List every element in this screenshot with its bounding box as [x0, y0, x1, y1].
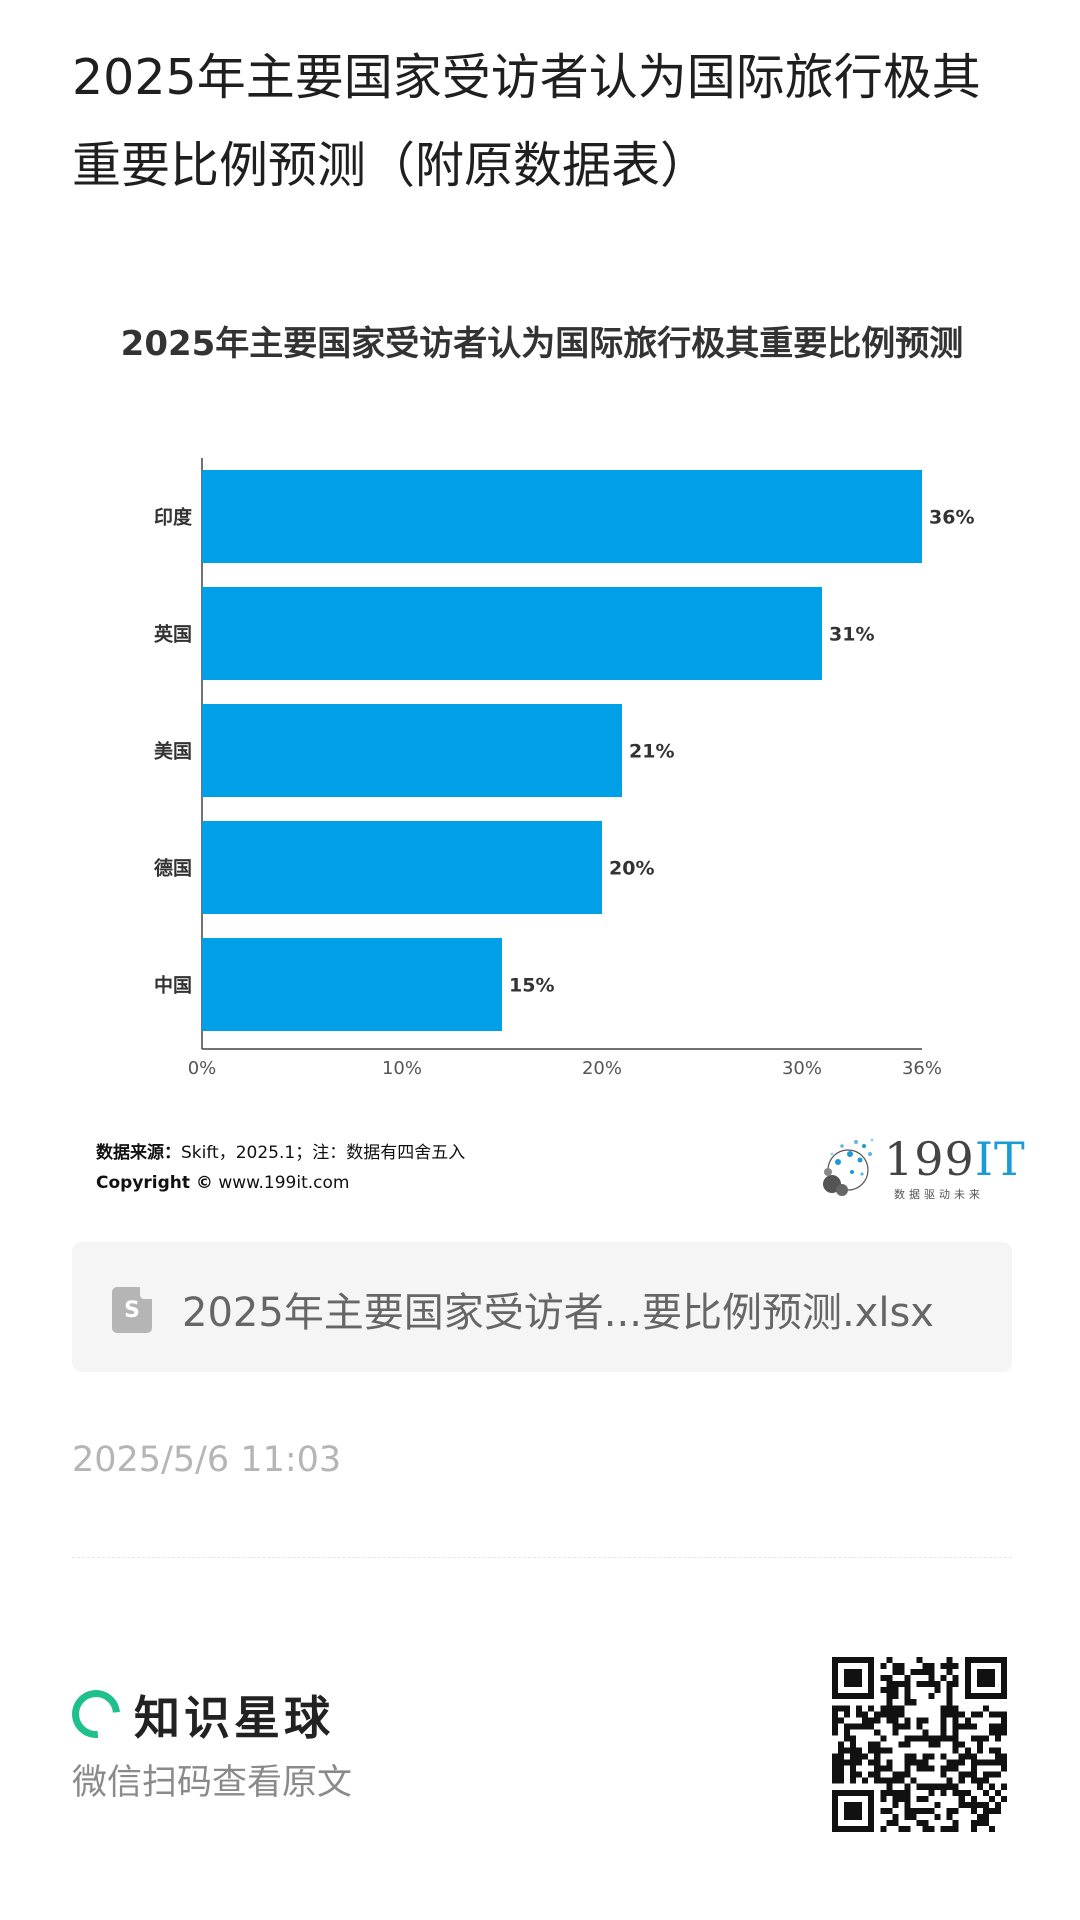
chart-image: 2025年主要国家受访者认为国际旅行极其重要比例预测 印度 36% 英国 31% 美国 2…: [72, 300, 1025, 1230]
post-timestamp: 2025/5/6 11:03: [72, 1440, 342, 1480]
x-tick-label: 0%: [188, 1058, 217, 1079]
bar-chart: 印度 36% 英国 31% 美国 21% 德国 20% 中国 15% 0% 10% 20% 30% 36%: [154, 458, 974, 1079]
file-name: 2025年主要国家受访者...要比例预测.xlsx: [182, 1290, 934, 1336]
zsxq-ring-icon: [62, 1680, 130, 1748]
category-label: 德国: [154, 857, 192, 880]
bar: [202, 587, 822, 680]
logo-wordmark: 199IT: [884, 1132, 1026, 1186]
x-tick-label: 30%: [782, 1058, 822, 1079]
brand-name: 知识星球: [134, 1691, 334, 1745]
data-label: 20%: [609, 858, 654, 880]
x-tick-label: 20%: [582, 1058, 622, 1079]
page-title: 2025年主要国家受访者认为国际旅行极其重要比例预测（附原数据表）: [72, 49, 981, 194]
bar: [202, 470, 922, 563]
bar: [202, 821, 602, 914]
category-label: 英国: [154, 623, 192, 646]
data-label: 31%: [829, 624, 874, 646]
scan-hint: 微信扫码查看原文: [72, 1763, 353, 1803]
data-label: 36%: [929, 507, 974, 529]
x-tick-label: 10%: [382, 1058, 422, 1079]
logo-slogan: 数据驱动未来: [894, 1188, 984, 1201]
category-label: 中国: [154, 974, 192, 997]
chart-title: 2025年主要国家受访者认为国际旅行极其重要比例预测: [120, 324, 964, 364]
category-label: 美国: [154, 740, 192, 763]
category-label: 印度: [154, 506, 193, 529]
x-tick-label: 36%: [902, 1058, 942, 1079]
bar: [202, 938, 502, 1031]
copyright-url: www.199it.com: [218, 1173, 350, 1193]
source-note: 数据来源：Skift，2025.1；注：数据有四舍五入 Copyright © …: [96, 1138, 465, 1198]
data-label: 15%: [509, 975, 554, 997]
attachment-file-card[interactable]: S 2025年主要国家受访者...要比例预测.xlsx: [72, 1242, 1012, 1372]
qr-code-icon[interactable]: [832, 1657, 1007, 1832]
logo-199it: 199IT 数据驱动未来: [812, 1132, 1025, 1202]
copyright-label: Copyright ©: [96, 1173, 213, 1193]
logo-dots-icon: [823, 1138, 874, 1196]
spreadsheet-file-icon: S: [112, 1287, 152, 1333]
source-text: Skift，2025.1；注：数据有四舍五入: [181, 1143, 466, 1163]
divider: [72, 1557, 1012, 1558]
data-label: 21%: [629, 741, 674, 763]
source-label: 数据来源：: [96, 1143, 181, 1163]
bar: [202, 704, 622, 797]
